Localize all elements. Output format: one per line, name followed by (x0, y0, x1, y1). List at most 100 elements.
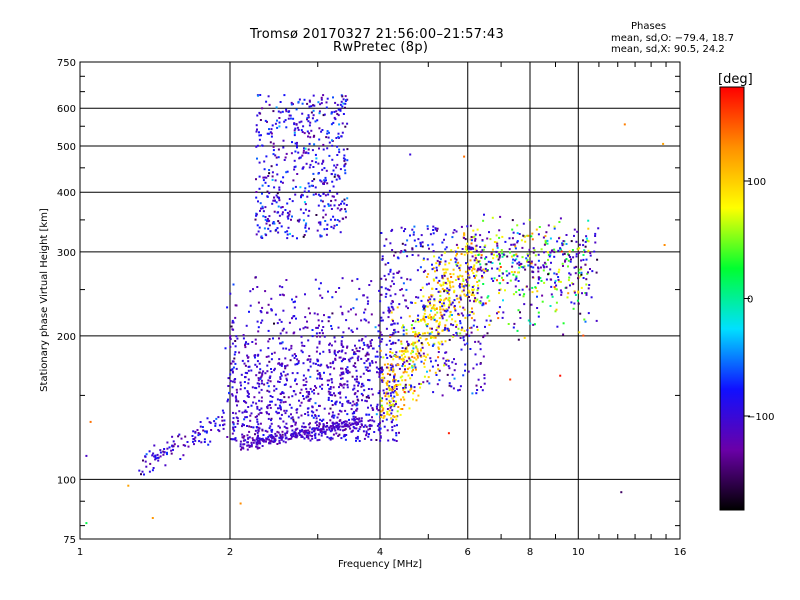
scatter-point (389, 400, 392, 403)
scatter-point (334, 173, 337, 176)
scatter-point (250, 445, 253, 448)
scatter-point (384, 287, 387, 290)
scatter-point (395, 415, 398, 418)
scatter-point (390, 412, 393, 415)
scatter-point (344, 158, 347, 161)
scatter-point (352, 400, 355, 403)
scatter-point (223, 419, 226, 422)
scatter-point (468, 284, 471, 287)
scatter-point (331, 429, 334, 432)
scatter-point (468, 267, 471, 270)
scatter-point (454, 309, 457, 312)
scatter-point (389, 309, 392, 312)
scatter-point (410, 324, 413, 327)
scatter-point (321, 162, 324, 165)
scatter-point (353, 412, 356, 415)
scatter-point (320, 96, 323, 99)
scatter-point (293, 129, 296, 132)
scatter-point (402, 352, 405, 355)
scatter-point (247, 392, 250, 395)
scatter-point (385, 388, 388, 391)
scatter-point (402, 396, 405, 399)
scatter-point (446, 329, 449, 332)
scatter-point (338, 148, 341, 151)
scatter-point (238, 410, 241, 413)
scatter-point (314, 153, 317, 156)
scatter-point (254, 386, 257, 389)
scatter-point (444, 281, 447, 284)
scatter-point (346, 386, 349, 389)
scatter-point (340, 410, 343, 413)
scatter-point (452, 324, 455, 327)
scatter-point (369, 364, 372, 367)
scatter-point (526, 253, 529, 256)
scatter-point (346, 345, 349, 348)
scatter-point (264, 372, 267, 375)
scatter-point (372, 408, 375, 411)
scatter-point (255, 445, 258, 448)
scatter-point (288, 114, 291, 117)
scatter-point (270, 434, 273, 436)
scatter-point (385, 391, 388, 394)
scatter-point (300, 196, 302, 199)
scatter-point (331, 312, 334, 315)
scatter-point (346, 383, 349, 386)
scatter-point (306, 434, 309, 437)
scatter-point (342, 98, 345, 101)
scatter-point (496, 244, 499, 247)
scatter-point (591, 270, 594, 273)
scatter-point (379, 432, 382, 434)
scatter-point (429, 298, 432, 301)
scatter-point (449, 280, 452, 283)
scatter-point (358, 346, 361, 349)
scatter-point (314, 362, 317, 365)
scatter-point (304, 203, 307, 206)
scatter-point (304, 226, 307, 229)
scatter-point (311, 160, 314, 163)
scatter-point (446, 291, 449, 294)
scatter-point (348, 371, 351, 374)
scatter-point (260, 379, 263, 382)
scatter-point (362, 430, 365, 433)
scatter-point (307, 339, 310, 342)
scatter-point (245, 341, 247, 344)
scatter-point (327, 396, 330, 399)
scatter-point (413, 363, 416, 366)
scatter-point (448, 303, 451, 306)
scatter-point (319, 335, 322, 338)
scatter-point (448, 281, 451, 284)
scatter-point (531, 286, 534, 289)
scatter-point (401, 242, 404, 245)
scatter-point (498, 274, 501, 277)
scatter-point (437, 346, 440, 349)
scatter-point (566, 296, 569, 299)
scatter-point (475, 249, 478, 252)
scatter-point (221, 409, 224, 412)
scatter-point (445, 268, 448, 271)
scatter-point (463, 308, 466, 311)
scatter-point (258, 371, 261, 374)
scatter-point (563, 252, 566, 255)
scatter-point (453, 299, 456, 302)
scatter-point (370, 313, 373, 316)
scatter-point (127, 484, 130, 487)
scatter-point (312, 135, 315, 138)
scatter-point (437, 356, 440, 359)
scatter-point (397, 257, 400, 260)
scatter-point (571, 249, 574, 251)
scatter-point (557, 276, 560, 278)
axis-labels: Frequency [MHz] Stationary phase Virtual… (39, 208, 422, 570)
scatter-point (484, 244, 487, 247)
scatter-point (383, 274, 386, 277)
scatter-point (550, 293, 553, 296)
scatter-point (140, 473, 142, 476)
scatter-point (236, 417, 239, 420)
scatter-point (509, 378, 512, 381)
scatter-point (285, 347, 288, 350)
scatter-point (294, 393, 297, 396)
scatter-point (379, 349, 382, 352)
scatter-point (562, 265, 564, 267)
scatter-point (309, 375, 312, 378)
scatter-point (393, 354, 396, 357)
